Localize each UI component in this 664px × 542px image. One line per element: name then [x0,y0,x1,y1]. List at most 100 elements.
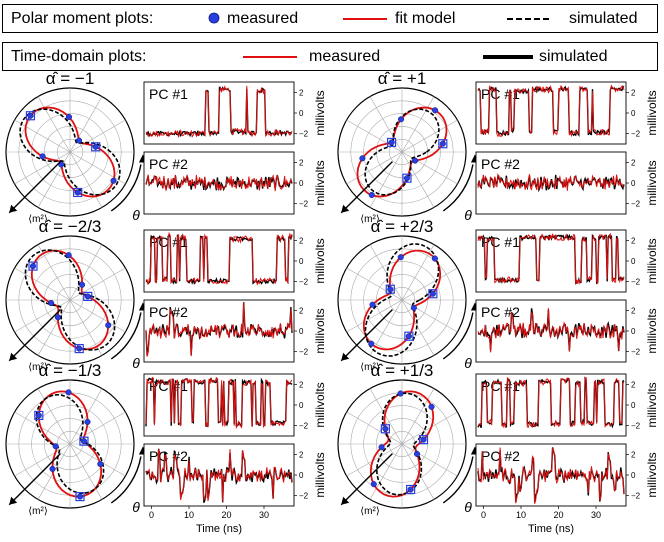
y-tick-label: 0 [299,471,304,480]
measured-square [438,139,448,149]
measured-point [110,177,117,184]
measured-square [34,410,44,421]
y-tick-label: 0 [631,327,636,336]
y-tick-label: 0 [631,109,636,118]
measured-trace [477,447,625,504]
polar-legend: Polar moment plots: measured fit model s… [2,4,658,33]
measured-point [54,314,61,321]
y-tick-label: 0 [299,179,304,188]
time-legend-title: Time-domain plots: [11,48,147,65]
x-tick-label: 20 [553,510,563,520]
pc1-plot: PC #1 20−2 millivolts [143,229,327,293]
theta-arc [442,456,474,504]
radial-axis-label: ⟨m²⟩ [360,214,380,225]
measured-point [410,304,417,311]
measured-point [65,113,73,120]
simulated-curve [35,393,105,495]
y-tick-label: 0 [299,257,304,266]
measured-square [74,343,84,354]
y-tick-label: 2 [631,236,636,245]
measured-point [378,444,385,451]
y-tick-label: −2 [299,348,309,357]
simulated-curve [364,108,440,196]
polar-plot: α̂ = −2/3⟨m²⟩ θ [5,217,147,373]
y-tick-label: 2 [299,88,304,97]
pc2-plot: PC #2 2 0 −2 millivolts [475,299,659,363]
y-tick-label: −2 [631,422,641,431]
y-axis-label: millivolts [313,160,327,205]
measured-point [414,450,421,457]
x-tick-label: 0 [149,510,154,520]
y-tick-label: 2 [631,158,636,167]
arrow-head-icon [341,496,350,505]
measured-trace [477,308,625,353]
measured-point [49,465,56,472]
measured-square [73,187,83,198]
pc2-plot: PC #2 2 0 −2 millivolts [143,299,327,363]
y-tick-label: −2 [631,130,641,139]
time-legend: Time-domain plots: measured simulated [2,42,658,71]
measured-trace [145,376,293,430]
measured-point [359,155,366,162]
measured-point [368,191,375,199]
measured-point [397,390,404,397]
measured-trace [477,84,625,138]
label-bg [147,155,191,173]
y-tick-label: −2 [631,278,641,287]
pc1-plot: PC #1 20−2 millivolts [475,373,659,437]
measured-square [91,142,101,152]
trace-label: PC #1 [149,86,188,102]
radial-arrow [8,309,61,362]
measured-point [84,293,91,300]
y-axis-label: millivolts [645,452,659,497]
measured-square [428,289,438,299]
measured-point [420,436,427,443]
measured-square [402,173,412,183]
y-tick-label: −2 [299,278,309,287]
radial-axis-label: ⟨m²⟩ [28,214,48,225]
simulated-curve [19,108,121,196]
measured-point [65,252,72,259]
polar-spoke [346,119,458,185]
measured-square [83,291,93,302]
x-axis-label: Time (ns) [528,523,574,535]
y-axis-label: millivolts [645,90,659,135]
y-tick-label: −2 [299,422,309,431]
theta-label: θ [132,499,140,515]
measured-point [84,418,91,425]
pc2-plot: PC #2 2 0 −2 millivolts [475,151,659,215]
measured-square [28,261,38,271]
polar-plot: α̂ = −1/3⟨m²⟩ θ [5,361,147,517]
radial-axis-label: ⟨m²⟩ [360,506,380,517]
simulated-curve [375,392,429,496]
measured-point [29,263,37,270]
radial-axis-label: ⟨m²⟩ [28,506,48,517]
y-axis-label: millivolts [313,452,327,497]
y-tick-label: 0 [631,257,636,266]
measured-trace [145,448,293,502]
measured-square [75,492,85,502]
pc1-plot: PC #1 20−2 millivolts [475,81,659,145]
polar-legend-measured: measured [227,10,299,27]
y-axis-label: millivolts [645,382,659,427]
y-axis-label: millivolts [313,382,327,427]
alpha-label: α̂ = +1/3 [371,361,434,380]
polar-spoke [346,267,458,333]
y-tick-label: −2 [631,492,641,501]
measured-point [407,486,414,493]
measured-point [52,443,59,450]
pc1-plot: PC #1 20−2 millivolts [143,81,327,145]
fit-line-icon [343,18,387,20]
theta-label: θ [464,207,472,223]
radial-arrow [8,453,61,506]
y-tick-label: 0 [299,109,304,118]
polar-plot: α̂ = −1 ⟨m²⟩ θ [5,69,147,225]
pc1-plot: PC #1 20−2 millivolts [475,229,659,293]
arrow-head-icon [341,204,350,213]
measured-trace [145,231,293,286]
measured-square [404,331,414,341]
polar-legend-fit: fit model [395,10,456,27]
measured-square [380,424,390,434]
measured-point [405,333,412,340]
measured-point [382,425,389,432]
